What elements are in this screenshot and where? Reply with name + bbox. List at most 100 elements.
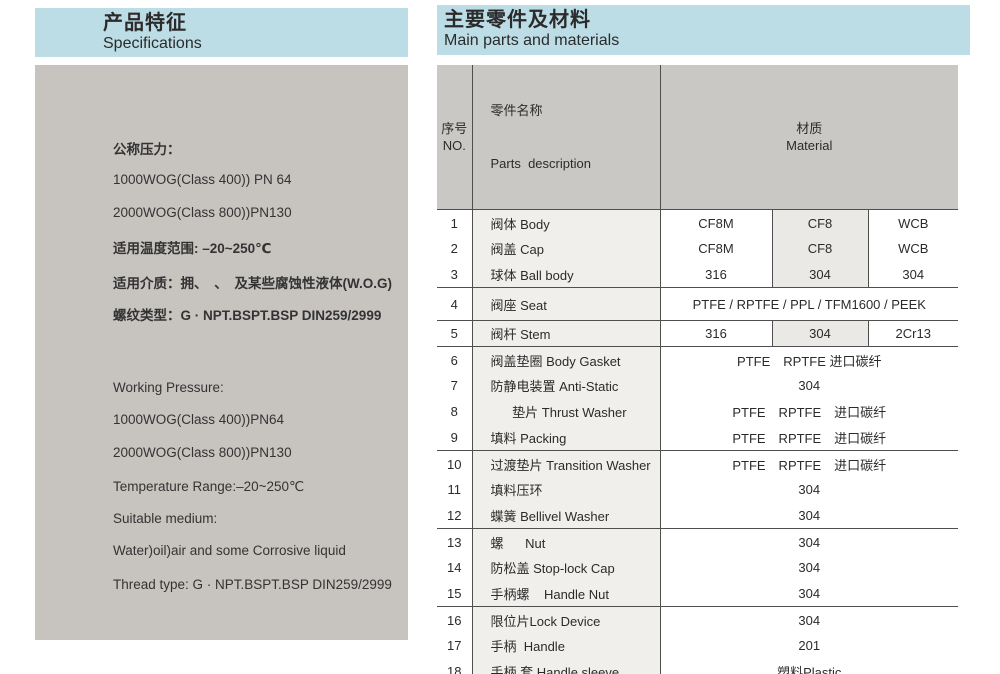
material-value: 304: [660, 606, 959, 633]
row-number: 9: [437, 424, 473, 452]
row-number: 3: [437, 261, 473, 289]
material-value: CF8: [771, 209, 869, 236]
table-row: 7 防静电装置 Anti-Static 304: [437, 372, 959, 399]
spec-line: Temperature Range:–20~250℃: [113, 479, 305, 494]
header-no-en: NO.: [442, 138, 466, 154]
row-number: 4: [437, 287, 473, 322]
row-number: 10: [437, 450, 473, 477]
row-number: 16: [437, 606, 473, 633]
material-value: 304: [771, 261, 869, 289]
table-row: 17 手柄 Handle 201: [437, 632, 959, 659]
material-value: 304: [660, 476, 959, 503]
table-row: 3 球体 Ball body 316 304 304: [437, 261, 959, 289]
spec-line: 2000WOG(Class 800))PN130: [113, 445, 292, 460]
parts-title-zh: 主要零件及材料: [444, 9, 591, 31]
part-name: 阀体 Body: [472, 209, 661, 236]
parts-table-head: 序号 NO. 零件名称 Parts description 材质 Materia…: [437, 65, 959, 211]
material-value: PTFE RPTFE 进口碳纤: [660, 424, 959, 452]
part-name: 手柄螺 Handle Nut: [472, 580, 661, 608]
part-name: 阀杆 Stem: [472, 320, 661, 348]
table-row: 4 阀座 Seat PTFE / RPTFE / PPL / TFM1600 / P…: [437, 287, 959, 322]
material-value: 2Cr13: [868, 320, 959, 348]
spec-line: Water)oil)air and some Corrosive liquid: [113, 543, 346, 558]
specifications-header: 产品特征 Specifications: [35, 8, 408, 57]
spec-line: 适用介质：拥、 、 及某些腐蚀性液体(W.O.G): [113, 276, 392, 291]
table-row: 11 填料压环 304: [437, 476, 959, 503]
material-value: WCB: [868, 209, 959, 236]
parts-title-en: Main parts and materials: [444, 32, 620, 49]
spec-line: 2000WOG(Class 800))PN130: [113, 205, 292, 220]
row-number: 17: [437, 632, 473, 659]
part-name: 阀座 Seat: [472, 287, 661, 322]
table-row: 2 阀盖 Cap CF8M CF8 WCB: [437, 235, 959, 262]
table-row: 5 阀杆 Stem 316 304 2Cr13: [437, 320, 959, 348]
spec-line: 螺纹类型：G · NPT.BSPT.BSP DIN259/2999: [113, 308, 382, 323]
header-no: 序号 NO.: [437, 65, 473, 211]
material-value: 304: [660, 554, 959, 581]
spec-line: Suitable medium:: [113, 511, 218, 526]
row-number: 14: [437, 554, 473, 581]
part-name: 球体 Ball body: [472, 261, 661, 289]
row-number: 5: [437, 320, 473, 348]
spec-line: 1000WOG(Class 400)) PN 64: [113, 172, 292, 187]
header-parts: 零件名称 Parts description: [472, 65, 661, 211]
material-value: 201: [660, 632, 959, 659]
material-value: 316: [660, 320, 772, 348]
specifications-title-zh: 产品特征: [103, 12, 187, 34]
row-number: 1: [437, 209, 473, 236]
material-value: PTFE / RPTFE / PPL / TFM1600 / PEEK: [660, 287, 959, 322]
spec-line: Thread type: G · NPT.BSPT.BSP DIN259/299…: [113, 577, 392, 592]
row-number: 11: [437, 476, 473, 503]
parts-header: 主要零件及材料 Main parts and materials: [437, 5, 970, 55]
header-parts-zh: 零件名称: [490, 103, 543, 119]
spec-line: Working Pressure:: [113, 380, 224, 395]
row-number: 7: [437, 372, 473, 399]
table-row: 14 防松盖 Stop-lock Cap 304: [437, 554, 959, 581]
material-value: PTFE RPTFE 进口碳纤: [660, 346, 959, 373]
part-name: 蝶簧 Bellivel Washer: [472, 502, 661, 530]
material-value: CF8M: [660, 235, 772, 262]
header-material: 材质 Material: [660, 65, 959, 211]
material-value: 304: [660, 372, 959, 399]
spec-line: 1000WOG(Class 400))PN64: [113, 412, 285, 427]
part-name: 手柄 Handle: [472, 632, 661, 659]
parts-table-body: 1 阀体 Body CF8M CF8 WCB 2 阀盖 Cap CF8M CF8 WCB 3 球体 B…: [437, 209, 959, 674]
spec-line: 适用温度范围: –20~250℃: [113, 241, 272, 256]
part-name: 过渡垫片 Transition Washer: [472, 450, 661, 477]
part-name: 阀盖 Cap: [472, 235, 661, 262]
material-value: PTFE RPTFE 进口碳纤: [660, 450, 959, 477]
part-name: 填料 Packing: [472, 424, 661, 452]
row-number: 2: [437, 235, 473, 262]
row-number: 15: [437, 580, 473, 608]
material-value: WCB: [868, 235, 959, 262]
parts-table: 序号 NO. 零件名称 Parts description 材质 Materia…: [437, 65, 959, 674]
part-name: 螺 Nut: [472, 528, 661, 555]
part-name: 限位片Lock Device: [472, 606, 661, 633]
spec-line: 公称压力：: [113, 142, 181, 157]
part-name: 防松盖 Stop-lock Cap: [472, 554, 661, 581]
material-value: 304: [868, 261, 959, 289]
material-value: 316: [660, 261, 772, 289]
table-row: 6 阀盖垫圈 Body Gasket PTFE RPTFE 进口碳纤: [437, 346, 959, 373]
table-row: 8 垫片 Thrust Washer PTFE RPTFE 进口碳纤: [437, 398, 959, 425]
material-value: 304: [771, 320, 869, 348]
table-row: 12 蝶簧 Bellivel Washer 304: [437, 502, 959, 530]
header-no-zh: 序号: [441, 120, 468, 136]
material-value: 塑料Plastic: [660, 658, 959, 674]
table-row: 9 填料 Packing PTFE RPTFE 进口碳纤: [437, 424, 959, 452]
part-name: 防静电装置 Anti-Static: [472, 372, 661, 399]
specifications-panel: 公称压力： 1000WOG(Class 400)) PN 64 2000WOG(…: [35, 65, 408, 640]
row-number: 18: [437, 658, 473, 674]
row-number: 6: [437, 346, 473, 373]
part-name: 阀盖垫圈 Body Gasket: [472, 346, 661, 373]
material-value: 304: [660, 528, 959, 555]
material-value: CF8: [771, 235, 869, 262]
table-row: 15 手柄螺 Handle Nut 304: [437, 580, 959, 608]
material-value: PTFE RPTFE 进口碳纤: [660, 398, 959, 425]
row-number: 13: [437, 528, 473, 555]
table-row: 16 限位片Lock Device 304: [437, 606, 959, 633]
specifications-title-en: Specifications: [103, 35, 202, 52]
part-name: 手柄 套 Handle sleeve: [472, 658, 661, 674]
header-material-zh: 材质: [796, 120, 823, 136]
